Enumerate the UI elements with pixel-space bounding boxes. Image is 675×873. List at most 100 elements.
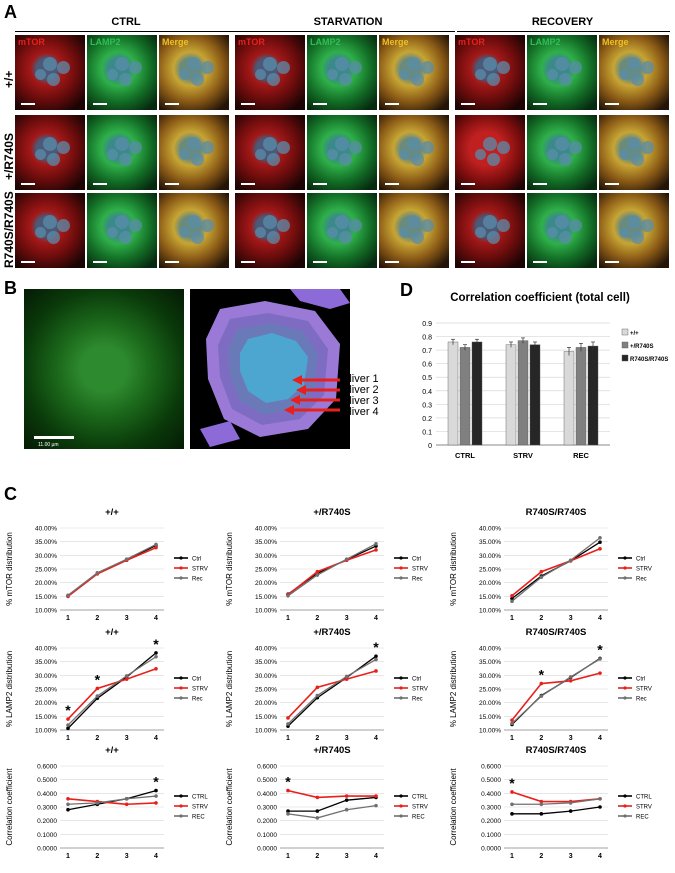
x-tick-label: CTRL <box>455 451 475 460</box>
line-chart-C4: +/+ % LAMP2 distribution 10.00% 15.00% 20.00… <box>5 627 208 740</box>
nucleus <box>559 153 572 166</box>
nucleus <box>327 69 338 80</box>
nucleus <box>47 153 60 166</box>
nucleus <box>119 231 132 244</box>
legend-label: STRV <box>412 567 428 573</box>
significance-star: * <box>95 671 101 687</box>
nucleus <box>421 219 434 232</box>
y-tick-label: 20.00% <box>479 700 501 707</box>
series-line-Rec <box>511 658 601 724</box>
y-tick-label: 30.00% <box>479 673 501 680</box>
data-point <box>568 801 573 805</box>
y-tick-label: 25.00% <box>35 567 57 574</box>
nucleus <box>47 73 60 86</box>
y-tick-label: 30.00% <box>35 553 57 560</box>
nucleus <box>327 227 338 238</box>
series-line-CTRL <box>288 796 377 812</box>
panel-d-letter: D <box>400 280 413 300</box>
data-point <box>374 803 378 808</box>
line-chart-C3: R740S/R740S % mTOR distribution 10.00% 15.0… <box>449 507 652 620</box>
nucleus <box>267 153 280 166</box>
legend-label: Ctrl <box>636 677 645 683</box>
bar-+/+ <box>563 351 575 446</box>
data-point <box>66 593 70 598</box>
data-point <box>286 812 290 816</box>
y-tick-label: 10.00% <box>35 608 57 615</box>
scale-bar <box>241 261 255 263</box>
y-tick-label: 35.00% <box>479 659 501 666</box>
y-tick-label: 20.00% <box>255 580 277 587</box>
nucleus <box>555 215 569 229</box>
data-point <box>344 807 349 812</box>
data-point <box>568 675 573 679</box>
nucleus <box>641 61 654 74</box>
y-tick-label: 25.00% <box>255 687 277 694</box>
micrograph-mtor-r1-c7: mTOR <box>455 35 525 110</box>
y-axis-label: % LAMP2 distribution <box>449 651 458 727</box>
y-tick-label: 40.00% <box>35 526 57 533</box>
y-tick-label: 0.5000 <box>37 777 57 784</box>
micrograph-mtor-r2-c7 <box>455 115 525 190</box>
scale-bar <box>461 183 475 185</box>
x-tick-label: 1 <box>286 735 290 740</box>
micrograph-mtor-r2-c1 <box>15 115 85 190</box>
sliver-blob-top <box>290 289 350 309</box>
chart-title: +/R740S <box>313 745 350 756</box>
row-label-het: +/R740S <box>2 132 16 180</box>
channel-label: Merge <box>602 37 629 47</box>
data-point <box>344 798 349 802</box>
nucleus <box>35 227 46 238</box>
y-tick-label: 35.00% <box>35 659 57 666</box>
nucleus <box>277 141 290 154</box>
channel-label: Merge <box>382 37 409 47</box>
data-point <box>154 801 158 805</box>
x-tick-label: 4 <box>154 735 158 740</box>
series-line-REC <box>67 795 157 805</box>
arrowhead-sliver-2 <box>296 385 306 395</box>
nucleus <box>487 231 500 244</box>
y-tick-label: 40.00% <box>479 646 501 653</box>
sliver-label-1: Sliver 1 <box>342 373 379 385</box>
micrograph-lamp2-r2-c2 <box>87 115 157 190</box>
nucleus <box>43 215 57 229</box>
scale-label: 11.00 µm <box>38 442 59 448</box>
series-line-Ctrl <box>287 655 377 727</box>
nucleus <box>263 215 277 229</box>
y-tick-label: 35.00% <box>35 539 57 546</box>
y-tick-label: 15.00% <box>35 714 57 721</box>
nucleus <box>627 215 641 229</box>
legend-swatch <box>621 341 629 349</box>
legend-label: +/R740S <box>630 344 654 350</box>
micrograph-merge-r2-c9 <box>599 115 669 190</box>
series-line-STRV <box>511 672 601 721</box>
x-tick-label: 3 <box>125 615 129 620</box>
chart-title: +/R740S <box>313 507 350 518</box>
y-tick-label: 35.00% <box>255 539 277 546</box>
series-line-STRV <box>67 546 157 597</box>
legend-label: Rec <box>192 577 203 583</box>
nucleus <box>399 227 410 238</box>
data-point <box>374 657 378 662</box>
legend-marker <box>179 686 183 690</box>
nucleus <box>187 137 201 151</box>
nucleus <box>201 219 214 232</box>
y-tick-label: 0.1 <box>422 429 432 436</box>
data-point <box>510 596 514 601</box>
legend-marker <box>399 814 403 818</box>
y-tick-label: 40.00% <box>479 526 501 533</box>
nucleus <box>407 215 421 229</box>
y-tick-label: 10.00% <box>255 608 277 615</box>
data-point <box>315 795 320 800</box>
series-line-CTRL <box>512 806 601 815</box>
bar-+/R740S <box>575 347 587 446</box>
nucleus <box>263 57 277 71</box>
legend-swatch <box>621 328 629 336</box>
legend-label: Rec <box>412 697 423 703</box>
x-tick-label: 1 <box>510 853 514 858</box>
chart-title: R740S/R740S <box>526 627 587 638</box>
nucleus <box>555 137 569 151</box>
nucleus <box>129 141 142 154</box>
micrograph-lamp2-r3-c2 <box>87 193 157 268</box>
y-tick-label: 0.6000 <box>257 764 277 771</box>
channel-label: LAMP2 <box>310 37 341 47</box>
